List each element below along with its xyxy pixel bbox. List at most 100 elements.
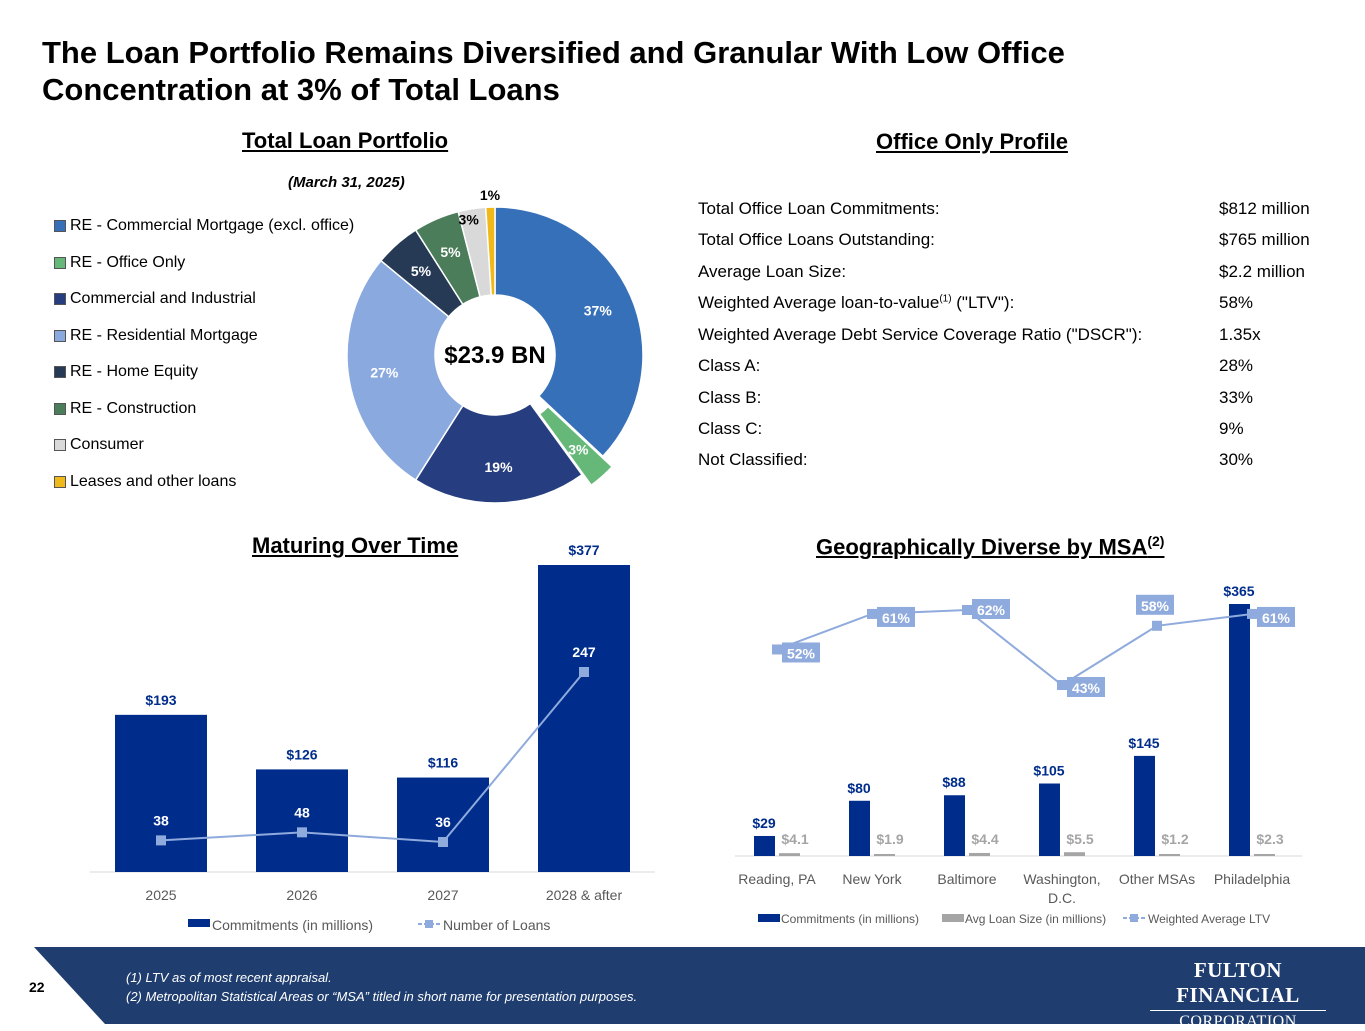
- line-marker: [867, 608, 877, 619]
- legend-swatch: [54, 439, 66, 451]
- line-marker: [1057, 680, 1067, 690]
- legend-swatch: [54, 366, 66, 378]
- office-row-label: Class C:: [698, 419, 763, 438]
- geo-section-title: Geographically Diverse by MSA(2): [816, 533, 1164, 560]
- pie-value-label: 3%: [568, 442, 589, 458]
- line-label-box: [782, 642, 820, 663]
- pie-value-label: 5%: [440, 244, 461, 260]
- legend-label: Number of Loans: [443, 917, 550, 933]
- x-tick-label: Other MSAs: [1119, 871, 1195, 887]
- line-value-label: 247: [572, 644, 596, 660]
- line-number-of-loans: [160, 671, 585, 844]
- line-marker: [1152, 620, 1162, 631]
- bar-value-label: $365: [1223, 583, 1254, 599]
- line-marker: [772, 644, 782, 655]
- office-row: Average Loan Size: $2.2 million: [698, 262, 1338, 286]
- legend-swatch: [54, 402, 66, 415]
- bar-value-label: $193: [145, 692, 176, 708]
- ltv-label-text: Weighted Average loan-to-value: [698, 293, 940, 312]
- legend-marker: [1130, 914, 1138, 922]
- legend-swatch: [758, 914, 780, 922]
- line-marker: [438, 837, 448, 847]
- x-tick-label: 2025: [145, 887, 176, 903]
- page-title: The Loan Portfolio Remains Diversified a…: [42, 35, 1065, 107]
- pie-value-label: 5%: [411, 263, 432, 279]
- pie-slice: [484, 206, 496, 296]
- pie-slice: [414, 402, 584, 504]
- legend-label: Leases and other loans: [70, 472, 237, 490]
- office-row-label: Average Loan Size:: [698, 262, 847, 281]
- legend-item: RE - Office Only: [54, 254, 185, 272]
- bar-commitment: [1039, 783, 1060, 856]
- bar-value-label: $29: [752, 815, 776, 831]
- footnote-1: (1) LTV as of most recent appraisal.: [126, 970, 332, 985]
- pie-value-label: 37%: [584, 303, 613, 319]
- line-label-box: [972, 599, 1010, 619]
- office-row-value: 30%: [1219, 450, 1254, 469]
- line-value-label: 61%: [882, 610, 911, 626]
- footer-corner: [0, 947, 105, 1024]
- pie-slice: [538, 405, 614, 487]
- bar-commitment: [1229, 604, 1250, 856]
- pie-subtitle: (March 31, 2025): [288, 174, 405, 191]
- office-row-value: 1.35x: [1219, 325, 1261, 344]
- bar-value-label: $1.9: [876, 831, 903, 847]
- pie-value-label: 19%: [485, 459, 514, 475]
- office-row: Class B: 33%: [698, 388, 1338, 412]
- bar-commitment: [754, 835, 775, 856]
- x-tick-label: New York: [842, 871, 902, 887]
- office-row-label: Not Classified:: [698, 450, 808, 469]
- bar-value-label: $88: [942, 774, 966, 790]
- legend-swatch: [942, 914, 964, 922]
- line-value-label: 43%: [1072, 680, 1101, 696]
- line-value-label: 52%: [787, 645, 816, 661]
- x-tick-label: D.C.: [1048, 890, 1076, 906]
- pie-slice: [494, 206, 644, 458]
- bar-value-label: $4.4: [971, 831, 998, 847]
- bar-value-label: $1.2: [1161, 831, 1188, 847]
- line-marker: [297, 827, 307, 838]
- line-marker: [156, 835, 166, 846]
- office-row: Class A: 28%: [698, 356, 1338, 380]
- legend-label: RE - Commercial Mortgage (excl. office): [70, 217, 355, 234]
- pie-value-label: 3%: [459, 212, 480, 228]
- bar-avg-loan-size: [1254, 854, 1275, 856]
- page-number: 22: [29, 979, 45, 995]
- line-marker: [579, 667, 589, 677]
- legend-label: Commitments (in millions): [212, 917, 373, 933]
- office-row-value: 33%: [1219, 388, 1254, 407]
- legend-item: RE - Home Equity: [54, 363, 198, 381]
- pie-value-label: 27%: [370, 365, 399, 381]
- bar-commitment: [115, 714, 207, 872]
- company-logo: FULTON FINANCIAL CORPORATION: [1150, 958, 1326, 1031]
- legend-item: Consumer: [54, 436, 144, 454]
- footnote-marker: (2): [1147, 533, 1165, 549]
- pie-slice: [346, 259, 464, 481]
- x-tick-label: 2028 & after: [546, 887, 623, 903]
- legend-item: RE - Commercial Mortgage (excl. office): [54, 217, 354, 235]
- office-row: Total Office Loan Commitments: $812 mill…: [698, 199, 1338, 223]
- office-row-value: $765 million: [1219, 230, 1310, 249]
- legend-label: Weighted Average LTV: [1148, 912, 1270, 926]
- line-value-label: 58%: [1141, 598, 1170, 614]
- office-row-label: Weighted Average Debt Service Coverage R…: [698, 325, 1143, 344]
- line-marker: [1247, 608, 1257, 619]
- bar-value-label: $116: [428, 755, 459, 771]
- bar-value-label: $377: [568, 542, 599, 558]
- x-tick-label: Reading, PA: [738, 871, 816, 887]
- footer-band: [0, 947, 1365, 1024]
- office-row-value: 9%: [1219, 419, 1244, 438]
- logo-line2: CORPORATION: [1179, 1013, 1297, 1030]
- bar-value-label: $2.3: [1256, 831, 1283, 847]
- office-row: Weighted Average Debt Service Coverage R…: [698, 325, 1338, 349]
- office-row: Weighted Average loan-to-value(1) ("LTV"…: [698, 293, 1338, 317]
- bar-avg-loan-size: [969, 852, 990, 856]
- bar-commitment: [397, 777, 489, 872]
- logo-line1: FULTON FINANCIAL: [1150, 958, 1326, 1011]
- pie-value-label: 1%: [480, 187, 501, 203]
- bar-commitment: [538, 565, 630, 872]
- legend-label: RE - Home Equity: [70, 363, 199, 380]
- office-row-value: $812 million: [1219, 199, 1310, 218]
- pie-section-title: Total Loan Portfolio: [242, 128, 449, 153]
- office-row-value: 28%: [1219, 356, 1254, 375]
